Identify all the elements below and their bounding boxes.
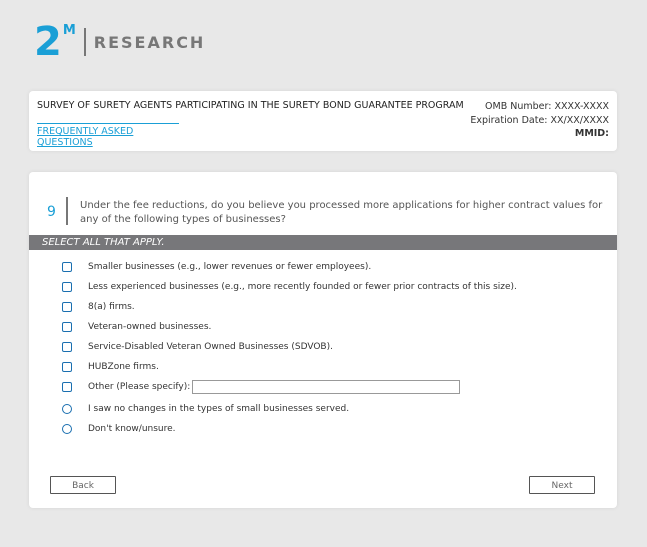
option-dont-know[interactable]: Don't know/unsure. — [62, 424, 176, 434]
question-divider — [66, 197, 68, 225]
next-button[interactable]: Next — [529, 476, 595, 494]
omb-number: OMB Number: XXXX-XXXX — [485, 101, 609, 112]
option-veteran-owned[interactable]: Veteran-owned businesses. — [62, 322, 211, 332]
option-smaller-businesses[interactable]: Smaller businesses (e.g., lower revenues… — [62, 262, 371, 272]
checkbox[interactable] — [62, 382, 72, 392]
radio[interactable] — [62, 424, 72, 434]
question-number: 9 — [47, 204, 56, 220]
logo-sup: M — [62, 22, 76, 38]
back-button[interactable]: Back — [50, 476, 116, 494]
other-specify-input[interactable] — [192, 380, 461, 394]
checkbox[interactable] — [62, 322, 72, 332]
logo-divider — [83, 28, 86, 56]
option-label: Service-Disabled Veteran Owned Businesse… — [88, 342, 333, 352]
question-text: Under the fee reductions, do you believe… — [80, 200, 603, 225]
option-8a-firms[interactable]: 8(a) firms. — [62, 302, 135, 312]
checkbox[interactable] — [62, 302, 72, 312]
header-card: SURVEY OF SURETY AGENTS PARTICIPATING IN… — [29, 91, 617, 151]
question-card: 9 Under the fee reductions, do you belie… — [29, 172, 617, 508]
instruction-bar: SELECT ALL THAT APPLY. — [29, 235, 617, 250]
option-label: Less experienced businesses (e.g., more … — [88, 282, 517, 292]
logo-mark: 2 — [34, 19, 62, 65]
checkbox[interactable] — [62, 262, 72, 272]
option-label: 8(a) firms. — [88, 302, 135, 312]
option-label: Don't know/unsure. — [88, 424, 176, 434]
option-sdvob[interactable]: Service-Disabled Veteran Owned Businesse… — [62, 342, 333, 352]
checkbox[interactable] — [62, 342, 72, 352]
logo-text: RESEARCH — [93, 32, 206, 52]
faq-link[interactable]: FREQUENTLY ASKED QUESTIONS — [37, 123, 179, 148]
option-other[interactable]: Other (Please specify): — [62, 380, 461, 394]
option-label: Veteran-owned businesses. — [88, 322, 212, 332]
option-label: Other (Please specify): — [88, 382, 191, 392]
option-no-changes[interactable]: I saw no changes in the types of small b… — [62, 404, 349, 414]
option-label: I saw no changes in the types of small b… — [88, 404, 350, 414]
option-label: HUBZone firms. — [88, 362, 159, 372]
survey-title: SURVEY OF SURETY AGENTS PARTICIPATING IN… — [37, 100, 464, 111]
radio[interactable] — [62, 404, 72, 414]
checkbox[interactable] — [62, 362, 72, 372]
option-less-experienced[interactable]: Less experienced businesses (e.g., more … — [62, 282, 517, 292]
expiration-date: Expiration Date: XX/XX/XXXX — [470, 114, 609, 126]
checkbox[interactable] — [62, 282, 72, 292]
option-label: Smaller businesses (e.g., lower revenues… — [88, 262, 372, 272]
option-hubzone[interactable]: HUBZone firms. — [62, 362, 159, 372]
mmid: MMID: — [574, 128, 609, 139]
